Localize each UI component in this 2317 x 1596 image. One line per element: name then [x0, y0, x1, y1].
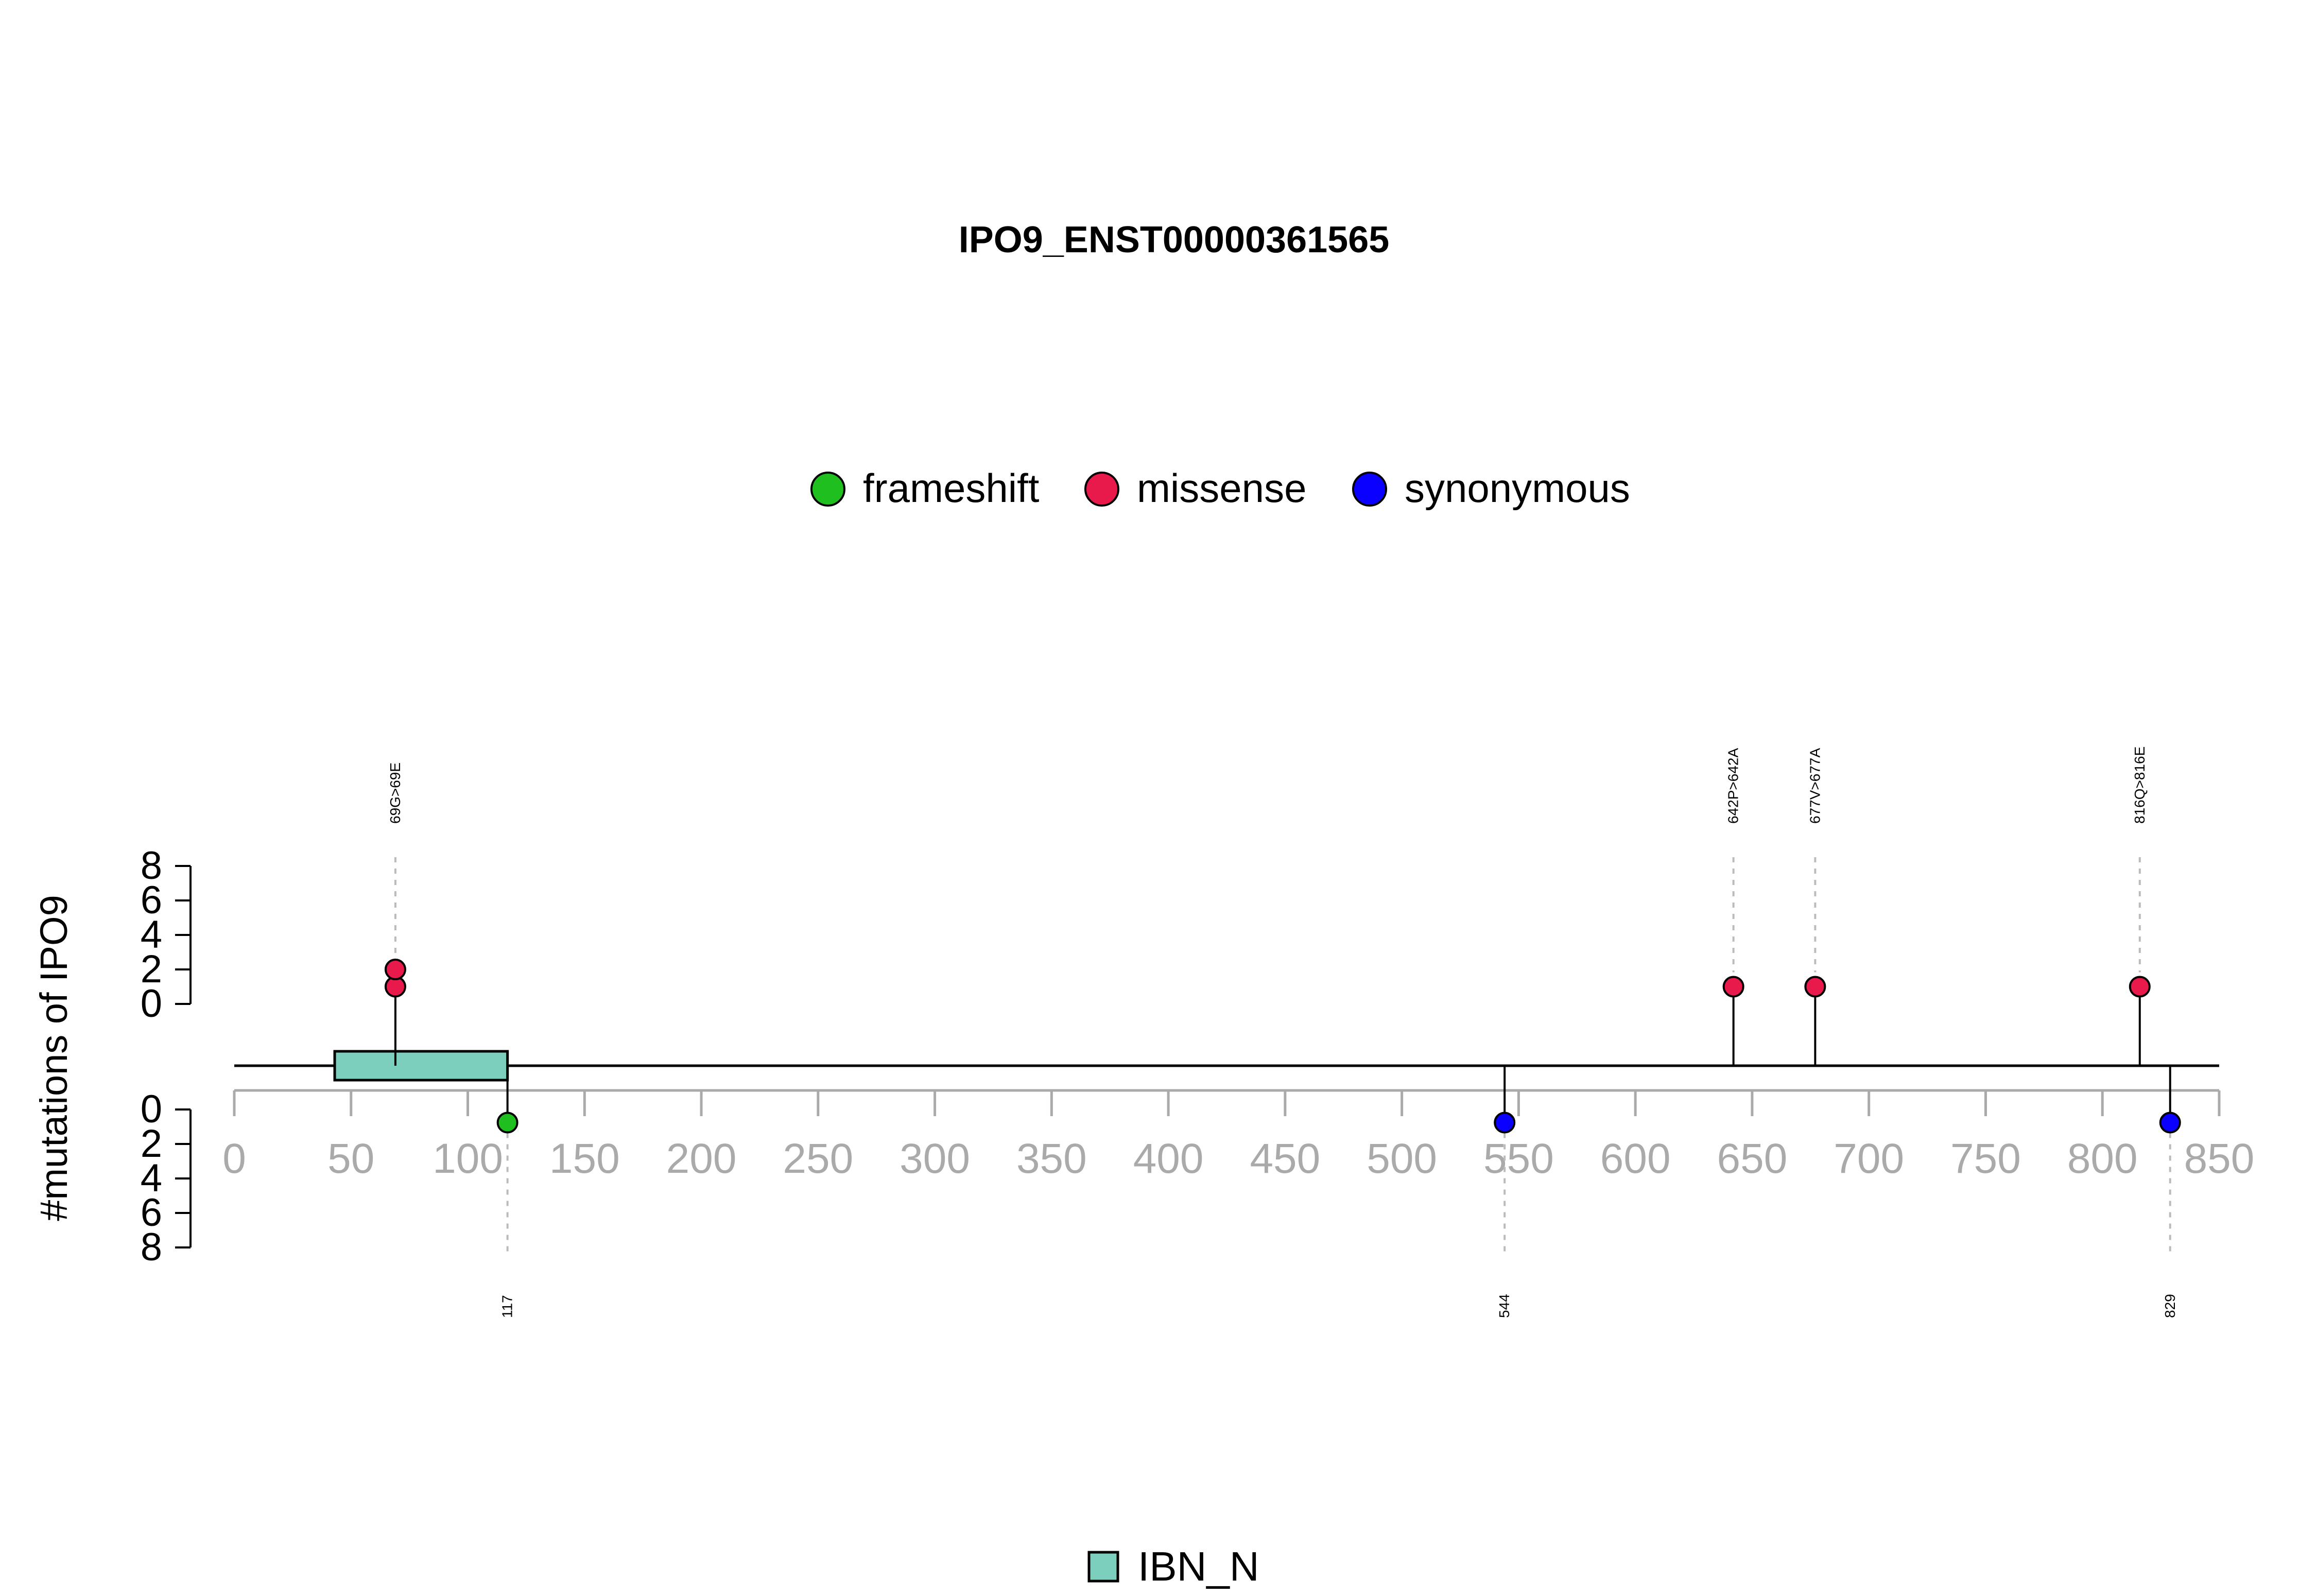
legend-item-frameshift: frameshift: [811, 465, 1040, 511]
x-tick-label: 550: [1483, 1135, 1554, 1182]
legend-label-IBN_N: IBN_N: [1138, 1543, 1259, 1589]
x-tick-label: 250: [783, 1135, 853, 1182]
mutation-top-69: 69G>69E: [386, 762, 405, 1066]
mutation-top-677: 677V>677A: [1805, 748, 1825, 1066]
mutation-label: 544: [1496, 1294, 1512, 1318]
mutation-label: 677V>677A: [1807, 748, 1823, 824]
legend-label-frameshift: frameshift: [863, 465, 1040, 511]
x-tick-label: 450: [1250, 1135, 1320, 1182]
x-tick-label: 200: [666, 1135, 737, 1182]
x-tick-label: 50: [327, 1135, 374, 1182]
mutation-label: 69G>69E: [387, 762, 403, 824]
domain-legend: IBN_N: [1089, 1543, 1259, 1589]
x-tick-label: 300: [900, 1135, 970, 1182]
mutation-point: [498, 1113, 517, 1133]
mutation-top-642: 642P>642A: [1724, 748, 1743, 1066]
mutation-label: 816Q>816E: [2132, 747, 2148, 824]
legend-item-IBN_N: IBN_N: [1089, 1543, 1259, 1589]
x-tick-label: 700: [1834, 1135, 1904, 1182]
legend-marker-frameshift: [811, 473, 844, 506]
mutation-point: [2130, 977, 2150, 997]
chart-title: IPO9_ENST00000361565: [959, 219, 1390, 261]
x-tick-label: 500: [1367, 1135, 1437, 1182]
y-tick-label-bottom: 8: [141, 1225, 162, 1269]
x-tick-label: 650: [1717, 1135, 1788, 1182]
mutation-point: [1805, 977, 1825, 997]
x-tick-label: 800: [2067, 1135, 2138, 1182]
x-tick-label: 350: [1016, 1135, 1087, 1182]
mutation-point: [386, 960, 405, 979]
mutation-point: [2160, 1113, 2180, 1133]
x-tick-label: 100: [433, 1135, 503, 1182]
mutation-label: 642P>642A: [1725, 748, 1741, 824]
mutation-top-816: 816Q>816E: [2130, 747, 2150, 1066]
legend-label-missense: missense: [1137, 465, 1306, 511]
mutation-bottom-829: 829: [2160, 1066, 2180, 1318]
mutation-label: 117: [499, 1295, 515, 1318]
mutation-point: [1724, 977, 1743, 997]
legend-label-synonymous: synonymous: [1405, 465, 1630, 511]
x-tick-label: 150: [549, 1135, 620, 1182]
y-axis-label: #mutations of IPO9: [32, 895, 75, 1221]
y-tick-label-top: 8: [141, 844, 162, 888]
x-tick-label: 0: [222, 1135, 246, 1182]
x-tick-label: 600: [1600, 1135, 1671, 1182]
mutation-point: [1495, 1113, 1514, 1133]
x-axis: 0 50 100 150 200 250 300 350 400 450 500 550 600 650 7…: [222, 1090, 2254, 1182]
legend-marker-missense: [1085, 473, 1118, 506]
x-tick-label: 400: [1133, 1135, 1204, 1182]
mutation-type-legend: frameshift missense synonymous: [811, 465, 1630, 511]
x-tick-label: 850: [2184, 1135, 2255, 1182]
x-tick-label: 750: [1950, 1135, 2021, 1182]
mutation-label: 829: [2162, 1294, 2178, 1318]
legend-item-synonymous: synonymous: [1353, 465, 1630, 511]
legend-marker-synonymous: [1353, 473, 1386, 506]
legend-swatch-IBN_N: [1089, 1552, 1118, 1581]
mutation-bottom-544: 544: [1495, 1066, 1514, 1318]
legend-item-missense: missense: [1085, 465, 1306, 511]
mutation-bottom-117: 117: [498, 1066, 517, 1318]
domain-IBN_N: [335, 1051, 508, 1080]
